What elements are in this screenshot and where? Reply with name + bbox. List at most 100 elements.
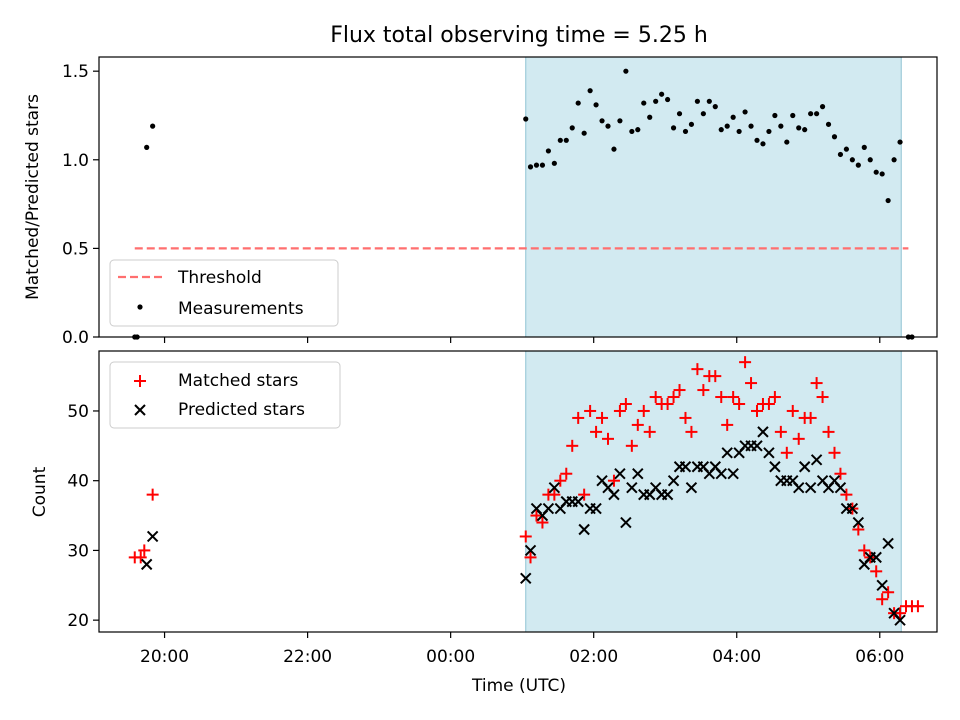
matched-star-point <box>643 425 656 438</box>
y-tick-label: 30 <box>67 541 89 561</box>
predicted-star-point <box>769 461 781 473</box>
legend-predicted-swatch <box>134 404 146 416</box>
x-axis-bottom: 20:00 22:00 00:00 02:00 04:00 06:00 <box>140 632 904 667</box>
predicted-star-point <box>524 544 537 557</box>
matched-star-point <box>548 488 561 501</box>
measurement-point <box>861 144 867 150</box>
matched-star-point <box>536 516 549 529</box>
matched-star-point <box>578 488 591 501</box>
y-tick-label: 1.0 <box>62 151 89 171</box>
predicted-star-point <box>140 558 153 571</box>
measurement-point <box>694 98 701 104</box>
predicted-star-point <box>798 461 811 473</box>
measurement-point <box>843 146 850 152</box>
x-axis-label: Time (UTC) <box>471 676 566 696</box>
measurement-point <box>599 118 605 124</box>
measurement-point <box>539 162 546 168</box>
matched-star-point <box>858 544 871 557</box>
measurement-point <box>688 121 695 127</box>
x-tick-label: 04:00 <box>712 647 761 667</box>
predicted-star-point <box>542 502 555 515</box>
measurement-point <box>736 128 742 135</box>
y-tick-label: 0.0 <box>62 328 89 348</box>
predicted-star-point <box>751 440 763 452</box>
predicted-star-point <box>715 468 727 480</box>
predicted-star-point <box>727 468 739 480</box>
measurement-point <box>778 123 784 129</box>
measurement-point <box>605 123 611 129</box>
measurement-point <box>676 111 683 117</box>
y-axis-bottom: 20 30 40 50 <box>67 402 99 631</box>
y-axis-label-bottom: Count <box>30 466 50 517</box>
observing-interval-shade-top <box>525 56 902 338</box>
measurement-point <box>855 162 861 168</box>
legend-matched-label: Matched stars <box>178 371 298 391</box>
matched-star-point <box>840 488 853 501</box>
matched-star-point <box>852 523 865 536</box>
matched-star-point <box>560 467 573 480</box>
measurement-point <box>623 68 629 74</box>
measurement-point <box>700 111 706 117</box>
matched-star-point <box>810 377 823 390</box>
matched-star-point <box>613 404 626 417</box>
x-tick-label: 00:00 <box>426 647 475 667</box>
predicted-star-point <box>810 454 823 466</box>
predicted-star-point <box>146 530 159 543</box>
predicted-star-point <box>882 537 894 550</box>
legend-threshold-label: Threshold <box>177 268 262 288</box>
matched-star-point <box>649 391 662 404</box>
x-tick-label: 20:00 <box>140 647 189 667</box>
measurement-point <box>629 128 635 135</box>
measurement-point <box>706 98 712 104</box>
measurement-point <box>659 91 665 97</box>
predicted-star-point <box>846 502 859 515</box>
measurements-layer <box>132 68 915 340</box>
matched-star-point <box>804 411 817 424</box>
predicted-star-point <box>578 523 590 536</box>
legend-bottom: Matched stars Predicted stars <box>109 361 341 429</box>
y-axis-top: 0.0 0.5 1.0 1.5 <box>62 62 99 348</box>
legend-top: Threshold Measurements <box>109 259 339 327</box>
y-tick-label: 0.5 <box>62 239 89 259</box>
matched-star-point <box>134 551 147 564</box>
x-tick-label: 02:00 <box>569 647 618 667</box>
measurement-point <box>825 121 832 127</box>
measurement-point <box>814 111 820 117</box>
measurement-point <box>617 118 623 124</box>
matched-star-point <box>828 446 841 459</box>
legend-box <box>109 361 341 429</box>
measurement-point <box>730 114 736 120</box>
matched-star-point <box>146 488 159 501</box>
matched-star-point <box>911 600 924 613</box>
measurement-point <box>150 123 156 129</box>
measurement-point <box>891 157 897 163</box>
measurement-point <box>712 104 718 110</box>
matched-star-point <box>816 391 829 404</box>
measurement-point <box>831 134 838 140</box>
matched-star-point <box>762 397 775 410</box>
matched-star-point <box>685 425 698 438</box>
y-tick-label: 20 <box>67 611 89 631</box>
measurement-point <box>551 160 557 166</box>
predicted-star-point <box>590 502 602 515</box>
matched-star-point <box>739 356 752 369</box>
measurement-point <box>653 98 659 104</box>
measurement-point <box>742 109 748 115</box>
measurement-point <box>760 141 766 147</box>
measurement-point <box>593 102 599 108</box>
measurement-point <box>670 125 677 131</box>
matched-star-point <box>637 404 650 417</box>
measurement-point <box>533 162 540 168</box>
measurement-point <box>563 137 569 143</box>
matched-star-point <box>584 404 597 417</box>
predicted-star-point <box>614 468 626 480</box>
matched-star-point <box>590 425 603 438</box>
matched-star-point <box>882 586 895 599</box>
measurement-point <box>641 100 647 106</box>
matched-star-point <box>619 397 632 410</box>
predicted-star-point <box>870 551 882 564</box>
matched-star-point <box>524 551 537 564</box>
predicted-star-point <box>667 474 680 487</box>
y-tick-label: 1.5 <box>62 62 89 82</box>
